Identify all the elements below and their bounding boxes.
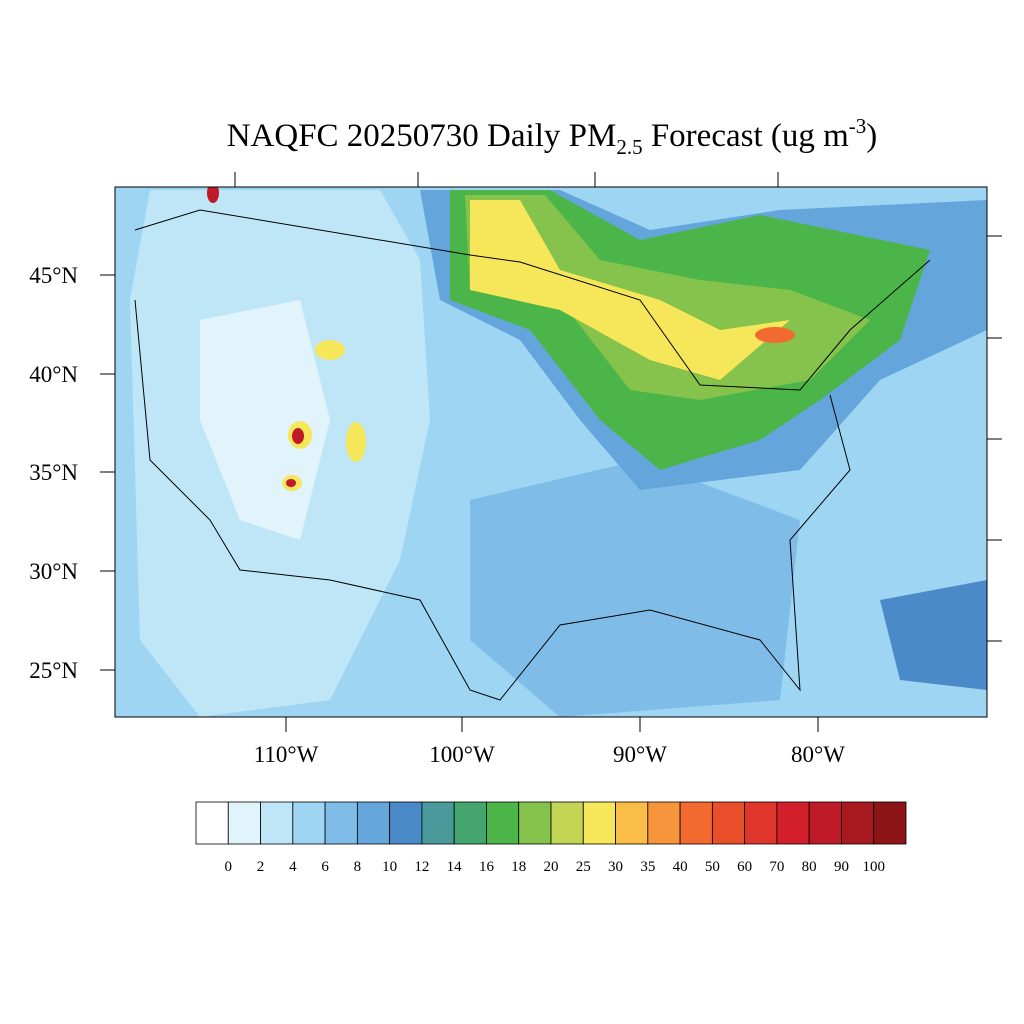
concentration-field xyxy=(115,187,987,717)
colorbar-box xyxy=(453,801,487,845)
lat-label: 45°N xyxy=(29,263,78,288)
title-text: Forecast (ug m xyxy=(643,118,850,154)
colorbar-label: 10 xyxy=(382,859,397,875)
colorbar-label: 14 xyxy=(447,859,463,875)
colorbar-label: 20 xyxy=(544,859,559,875)
colorbar-label: 50 xyxy=(705,859,720,875)
colorbar-box xyxy=(324,801,358,845)
colorbar-box xyxy=(260,801,294,845)
colorbar-box xyxy=(518,801,552,845)
colorbar-box xyxy=(776,801,810,845)
title-text: ) xyxy=(866,118,877,154)
colorbar-box xyxy=(679,801,713,845)
field-region xyxy=(470,200,790,380)
colorbar-box xyxy=(808,801,842,845)
colorbar-box xyxy=(615,801,649,845)
colorbar-label: 6 xyxy=(321,859,329,875)
coastline xyxy=(134,209,931,701)
colorbar-box xyxy=(356,801,391,845)
colorbar-label: 25 xyxy=(576,859,591,875)
lat-label: 30°N xyxy=(29,559,78,584)
field-region xyxy=(315,340,345,360)
lon-label: 110°W xyxy=(254,742,319,767)
colorbar-label: 16 xyxy=(479,859,495,875)
colorbar-label: 4 xyxy=(289,859,297,875)
colorbar-box xyxy=(841,801,875,845)
colorbar-label: 35 xyxy=(640,859,655,875)
field-region xyxy=(346,422,366,462)
colorbar-label: 0 xyxy=(225,859,233,875)
field-region xyxy=(207,187,219,203)
colorbar-label: 80 xyxy=(802,859,817,875)
map-frame xyxy=(114,186,988,718)
field-region xyxy=(755,327,795,343)
lon-label: 100°W xyxy=(429,742,495,767)
colorbar-label: 60 xyxy=(737,859,752,875)
colorbar-box xyxy=(421,801,455,845)
colorbar-label: 12 xyxy=(414,859,429,875)
lat-label: 40°N xyxy=(29,362,78,387)
colorbar-box xyxy=(292,801,326,845)
colorbar-box xyxy=(711,801,746,845)
field-region xyxy=(286,479,296,487)
colorbar-box xyxy=(389,801,423,845)
lon-label: 80°W xyxy=(791,742,845,767)
colorbar-box xyxy=(873,801,907,845)
colorbar-box xyxy=(744,801,778,845)
title-subscript: 2.5 xyxy=(616,135,642,159)
title: NAQFC 20250730 Daily PM2.5 Forecast (ug … xyxy=(227,114,878,159)
colorbar-box xyxy=(582,801,616,845)
lat-label: 35°N xyxy=(29,460,78,485)
colorbar-box xyxy=(486,801,520,845)
title-superscript: -3 xyxy=(849,114,867,138)
colorbar-box xyxy=(195,801,229,845)
colorbar-label: 70 xyxy=(769,859,784,875)
colorbar-label: 30 xyxy=(608,859,623,875)
colorbar-label: 90 xyxy=(834,859,849,875)
field-region xyxy=(470,460,800,717)
colorbar-label: 40 xyxy=(673,859,688,875)
field-region xyxy=(880,580,987,690)
colorbar: 0 2 4 6 8 10 12 14 16 18 20 25 30 35 40 50 60 70 80 90 100 xyxy=(195,801,907,875)
field-region xyxy=(465,195,870,400)
lat-label: 25°N xyxy=(29,658,78,683)
colorbar-label: 8 xyxy=(354,859,362,875)
colorbar-label: 2 xyxy=(257,859,265,875)
colorbar-label: 100 xyxy=(862,859,885,875)
colorbar-box xyxy=(227,801,261,845)
colorbar-box xyxy=(550,801,584,845)
lon-label: 90°W xyxy=(613,742,667,767)
title-text: NAQFC 20250730 Daily PM xyxy=(227,118,617,154)
map-ticks xyxy=(100,172,1002,732)
axis-labels: 45°N 40°N 35°N 30°N 25°N 110°W 100°W 90°W 80°W xyxy=(29,263,845,767)
colorbar-box xyxy=(647,801,681,845)
field-region xyxy=(292,428,304,444)
colorbar-label: 18 xyxy=(511,859,526,875)
